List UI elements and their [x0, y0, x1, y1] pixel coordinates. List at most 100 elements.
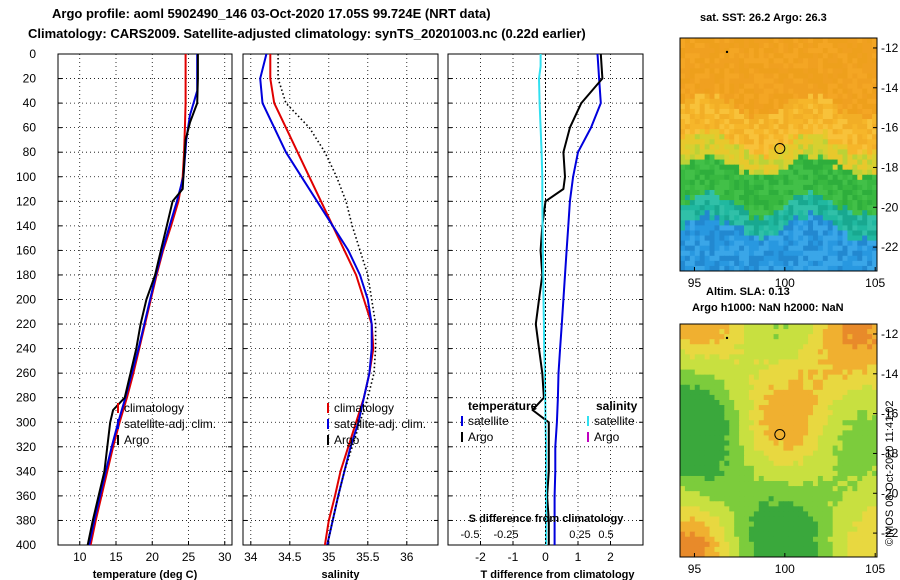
map-cell	[867, 344, 873, 350]
map-cell	[867, 124, 873, 130]
y-tick-label: 140	[16, 219, 36, 233]
map-cell	[798, 354, 804, 361]
map-cell	[704, 144, 711, 151]
map-cell	[783, 394, 789, 401]
map-cell	[748, 430, 755, 437]
map-y-tick-label: -16	[881, 121, 899, 135]
map-cell	[763, 164, 770, 171]
map-cell	[842, 119, 849, 125]
map-cell	[744, 541, 750, 548]
map-cell	[812, 164, 819, 171]
map-cell	[837, 379, 844, 386]
map-cell	[783, 93, 789, 100]
map-cell	[832, 93, 839, 100]
map-cell	[822, 225, 829, 232]
map-cell	[817, 465, 824, 472]
map-cell	[867, 250, 873, 257]
map-cell	[783, 129, 789, 135]
map-cell	[773, 470, 780, 477]
map-cell	[783, 235, 789, 242]
map-cell	[748, 225, 755, 232]
map-cell	[758, 430, 765, 437]
map-cell	[857, 460, 863, 467]
map-cell	[817, 349, 824, 355]
map-cell	[793, 240, 799, 247]
map-cell	[704, 329, 711, 335]
map-cell	[778, 339, 785, 345]
map-cell	[753, 88, 760, 95]
map-cell	[680, 465, 686, 472]
map-cell	[872, 399, 877, 406]
map-cell	[857, 103, 863, 110]
map-cell	[867, 486, 873, 492]
map-cell	[773, 399, 780, 406]
map-cell	[867, 53, 873, 59]
map-cell	[862, 53, 868, 59]
salinity-axis-title: S difference from climatology	[469, 513, 625, 525]
map-cell	[734, 460, 740, 467]
map-cell	[793, 169, 799, 176]
map-cell	[694, 410, 701, 416]
map-cell	[808, 405, 814, 411]
map-cell	[832, 124, 839, 130]
map-cell	[773, 481, 780, 487]
map-cell	[704, 98, 711, 105]
map-cell	[758, 445, 765, 452]
map-cell	[714, 486, 720, 492]
map-cell	[709, 460, 716, 467]
map-cell	[847, 189, 853, 196]
map-cell	[699, 144, 706, 151]
map-cell	[827, 113, 834, 120]
map-cell	[739, 63, 745, 69]
map-cell	[862, 379, 868, 386]
map-cell	[852, 344, 858, 350]
map-cell	[694, 245, 701, 252]
map-cell	[773, 48, 780, 54]
map-cell	[832, 43, 839, 49]
map-cell	[763, 501, 770, 507]
map-cell	[808, 369, 814, 376]
map-cell	[689, 53, 696, 59]
map-cell	[694, 134, 701, 140]
map-cell	[872, 470, 877, 477]
map-cell	[714, 68, 720, 75]
map-cell	[768, 405, 775, 411]
map-cell	[842, 164, 849, 171]
map-cell	[788, 415, 794, 421]
map-cell	[812, 460, 819, 467]
map-cell	[758, 184, 765, 191]
map-cell	[822, 329, 829, 335]
map-cell	[768, 144, 775, 151]
map-cell	[773, 164, 780, 171]
map-cell	[798, 184, 804, 191]
map-cell	[704, 139, 711, 145]
map-cell	[822, 354, 829, 361]
map-cell	[808, 334, 814, 340]
map-cell	[724, 184, 730, 191]
map-cell	[768, 63, 775, 69]
map-cell	[862, 159, 868, 166]
map-cell	[822, 53, 829, 59]
map-cell	[852, 53, 858, 59]
map-cell	[872, 93, 877, 100]
map-cell	[842, 235, 849, 242]
map-cell	[704, 475, 711, 482]
map-cell	[832, 394, 839, 401]
map-cell	[739, 389, 745, 396]
map-cell	[680, 420, 686, 426]
map-cell	[694, 255, 701, 262]
map-cell	[832, 541, 839, 548]
map-cell	[788, 349, 794, 355]
map-cell	[748, 354, 755, 361]
map-cell	[699, 230, 706, 237]
map-cell	[748, 235, 755, 242]
map-cell	[694, 205, 701, 211]
map-cell	[803, 526, 809, 533]
map-cell	[734, 200, 740, 206]
map-cell	[832, 491, 839, 497]
map-cell	[734, 425, 740, 431]
map-cell	[822, 551, 829, 557]
map-cell	[699, 501, 706, 507]
map-cell	[783, 420, 789, 426]
map-cell	[714, 460, 720, 467]
